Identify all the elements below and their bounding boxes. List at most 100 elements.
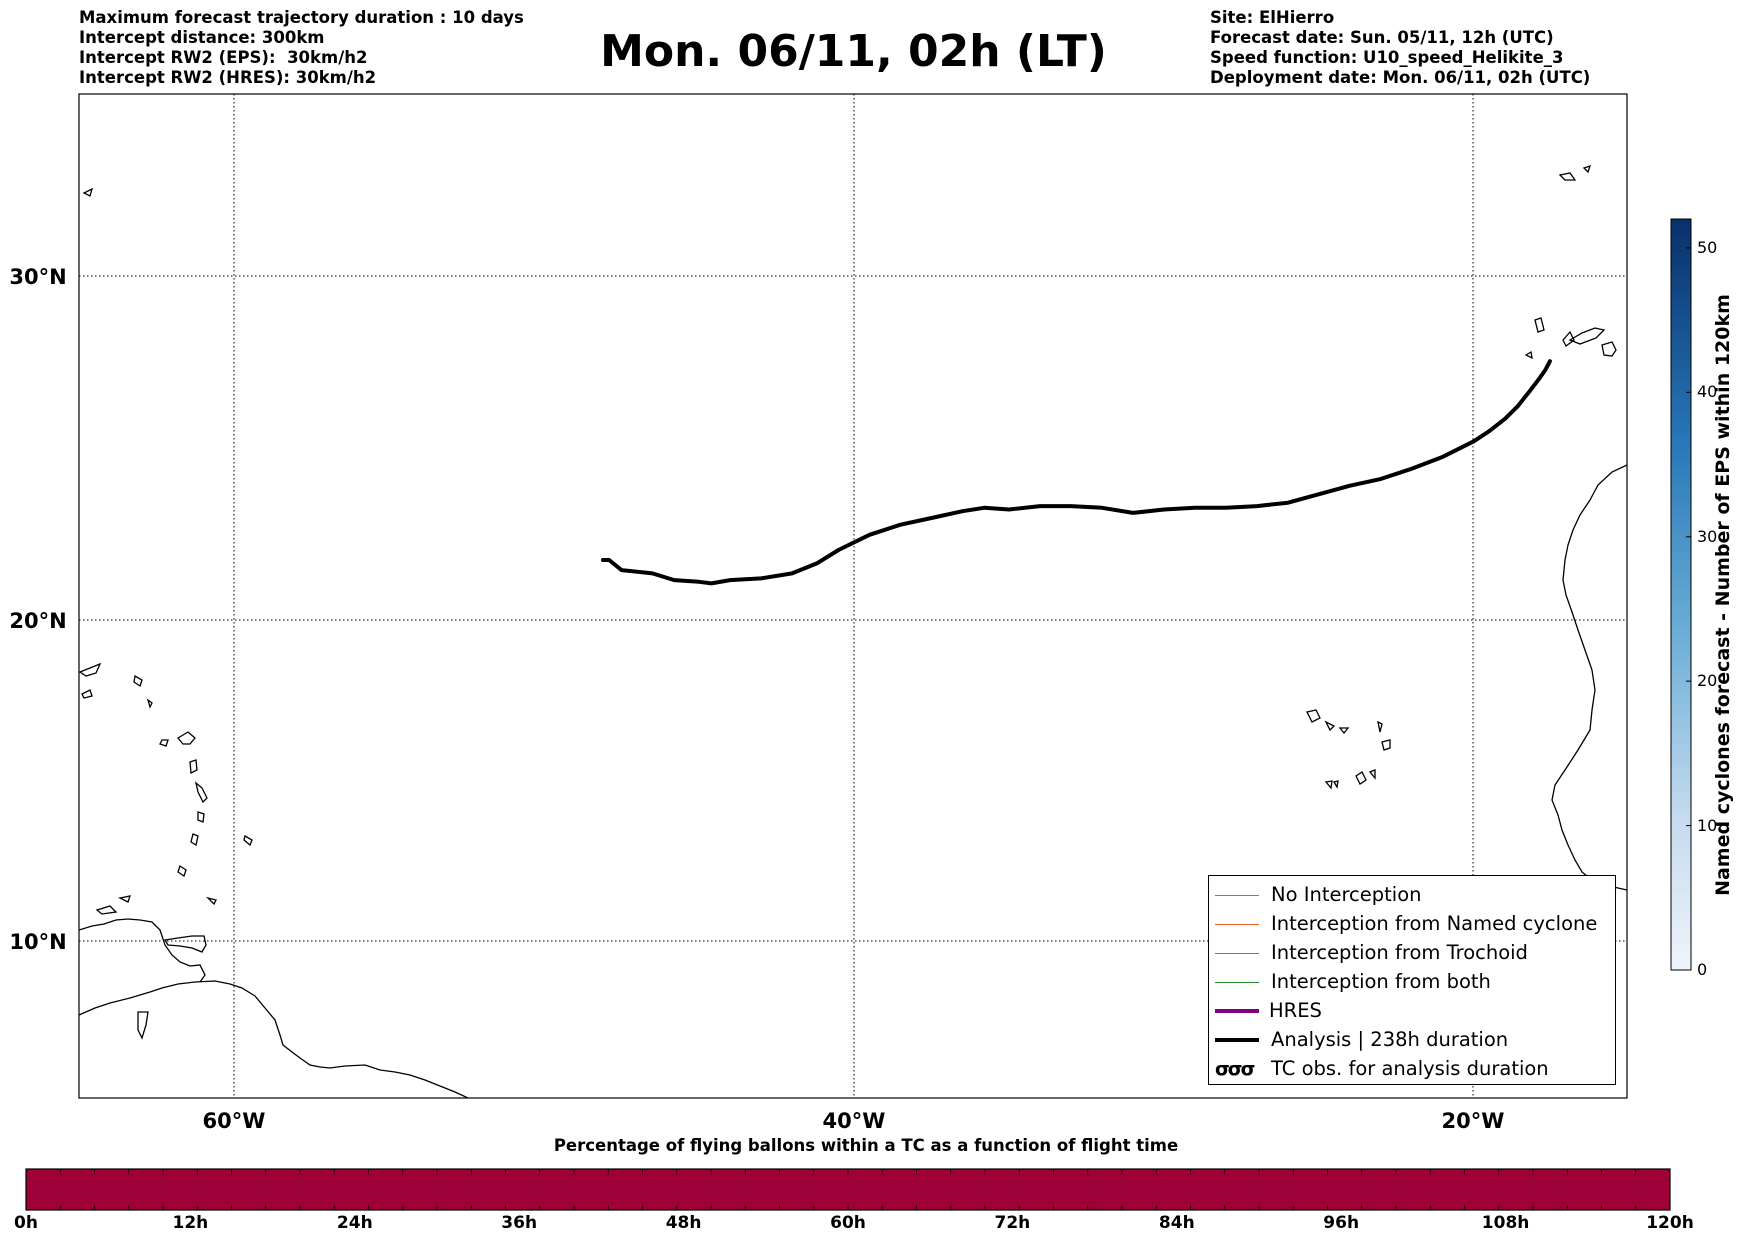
coastline-island — [82, 187, 94, 197]
header-line: Intercept distance: 300km — [79, 28, 325, 47]
header-line: Intercept RW2 (HRES): 30km/h2 — [79, 68, 377, 87]
coastline-island — [79, 662, 102, 677]
coastline-madeira — [1582, 164, 1592, 174]
legend-item-named-cyclone: Interception from Named cyclone — [1209, 910, 1615, 939]
colorbar-ticks — [1686, 247, 1691, 971]
legend-label: No Interception — [1271, 883, 1422, 906]
timeline-label: 84h — [1158, 1213, 1195, 1233]
legend-label: Interception from both — [1271, 970, 1491, 993]
timeline-label: 108h — [1481, 1213, 1530, 1233]
legend-item-trochoid: Interception from Trochoid — [1209, 939, 1615, 968]
timeline-label: 0h — [14, 1213, 38, 1233]
header-line: Intercept RW2 (EPS): 30km/h2 — [79, 48, 368, 67]
timeline-label: 36h — [501, 1213, 538, 1233]
coastlines — [79, 164, 1627, 1098]
timeline-label: 60h — [830, 1213, 866, 1233]
timeline-label: 48h — [665, 1213, 702, 1233]
coastline-island — [243, 835, 253, 847]
colorbar-tick-label: 40 — [1697, 382, 1718, 402]
coastline-island — [205, 896, 217, 906]
lon-label: 40°W — [823, 1109, 886, 1133]
legend-label: Analysis | 238h duration — [1271, 1028, 1509, 1051]
timeline-title: Percentage of flying ballons within a TC… — [553, 1136, 1179, 1155]
header-line: Speed function: U10_speed_Helikite_3 — [1210, 48, 1564, 67]
timeline-label: 96h — [1323, 1213, 1360, 1233]
header-info-left: Maximum forecast trajectory duration : 1… — [79, 8, 524, 88]
timeline-label: 12h — [172, 1213, 209, 1233]
coastline-cape-verde — [1332, 780, 1339, 789]
coastline-island — [177, 864, 187, 878]
map-legend: No Interception Interception from Named … — [1208, 875, 1616, 1085]
legend-label: HRES — [1269, 999, 1322, 1022]
lat-label: 10°N — [9, 930, 66, 954]
coastline-island — [95, 905, 118, 915]
coastline-island — [133, 674, 143, 688]
trajectory-layer — [600, 359, 1552, 586]
coastline-cape-verde — [1324, 720, 1336, 732]
legend-swatch — [1215, 924, 1259, 925]
header-line: Deployment date: Mon. 06/11, 02h (UTC) — [1210, 68, 1591, 87]
coastline-canary — [1524, 350, 1533, 360]
coastline-island — [118, 895, 131, 903]
coastline-cape-verde — [1355, 771, 1367, 785]
coastline-madeira — [1558, 172, 1577, 181]
header-line: Maximum forecast trajectory duration : 1… — [79, 8, 524, 27]
coastline-island — [194, 781, 208, 804]
colorbar-tick-label: 0 — [1697, 960, 1708, 979]
coastline-cape-verde — [1338, 727, 1350, 735]
timeline-fill — [25, 1168, 1671, 1211]
legend-label: Interception from Named cyclone — [1271, 912, 1598, 935]
colorbar-tick-label: 20 — [1697, 671, 1718, 691]
legend-swatch — [1215, 982, 1259, 983]
timeline-label: 24h — [336, 1213, 373, 1233]
coastline-canary — [1534, 317, 1545, 333]
colorbar-tick-label: 10 — [1697, 815, 1718, 835]
lat-label: 30°N — [9, 265, 66, 289]
colorbar-gradient — [1670, 218, 1692, 971]
timeline-label: 72h — [994, 1213, 1031, 1233]
legend-swatch — [1215, 895, 1259, 896]
analysis-trajectory — [600, 359, 1552, 586]
lon-label: 20°W — [1442, 1109, 1505, 1133]
timeline-ticks — [59, 1169, 1637, 1210]
coastline-cape-verde — [1381, 739, 1391, 751]
lat-label: 20°N — [9, 609, 66, 633]
lon-label: 60°W — [203, 1109, 266, 1133]
coastline-canary — [1562, 330, 1575, 347]
coastline-canary — [1601, 341, 1617, 357]
coastline-cape-verde — [1324, 780, 1333, 790]
coastline-island — [159, 739, 169, 747]
coastline-island — [190, 833, 199, 847]
coastline-island — [197, 811, 205, 823]
legend-label: Interception from Trochoid — [1271, 941, 1528, 964]
legend-item-analysis: Analysis | 238h duration — [1209, 1026, 1615, 1055]
coastline-cape-verde — [1368, 769, 1376, 780]
legend-item-no-interception: No Interception — [1209, 881, 1615, 910]
legend-item-both: Interception from both — [1209, 968, 1615, 997]
colorbar — [1670, 218, 1692, 971]
map-title: Mon. 06/11, 02h (LT) — [600, 26, 1107, 77]
coastline-island — [189, 759, 198, 775]
coastline-island — [146, 698, 153, 709]
coastline-canary — [1568, 327, 1606, 345]
legend-swatch — [1215, 1009, 1259, 1013]
coastline-island — [177, 731, 196, 745]
legend-swatch — [1215, 1038, 1259, 1042]
legend-item-tc-obs: σσσ TC obs. for analysis duration — [1209, 1055, 1615, 1084]
coastline-trinidad — [163, 935, 207, 953]
legend-swatch — [1215, 953, 1259, 954]
header-line: Site: ElHierro — [1210, 8, 1335, 27]
timeline-bar — [25, 1168, 1671, 1211]
coastline-cape-verde — [1306, 709, 1321, 723]
colorbar-tick-label: 50 — [1697, 237, 1718, 257]
header-line: Forecast date: Sun. 05/11, 12h (UTC) — [1210, 28, 1554, 47]
coastline-west-africa — [1551, 464, 1627, 891]
header-info-right: Site: ElHierro Forecast date: Sun. 05/11… — [1210, 8, 1590, 88]
tc-symbol-icon: σσσ — [1215, 1058, 1255, 1080]
legend-item-hres: HRES — [1209, 997, 1615, 1026]
timeline-label: 120h — [1646, 1213, 1694, 1233]
coastline-south-america — [79, 980, 469, 1098]
legend-label: TC obs. for analysis duration — [1271, 1057, 1549, 1080]
coastline-cape-verde — [1377, 720, 1383, 733]
coastline-island — [137, 1011, 149, 1040]
